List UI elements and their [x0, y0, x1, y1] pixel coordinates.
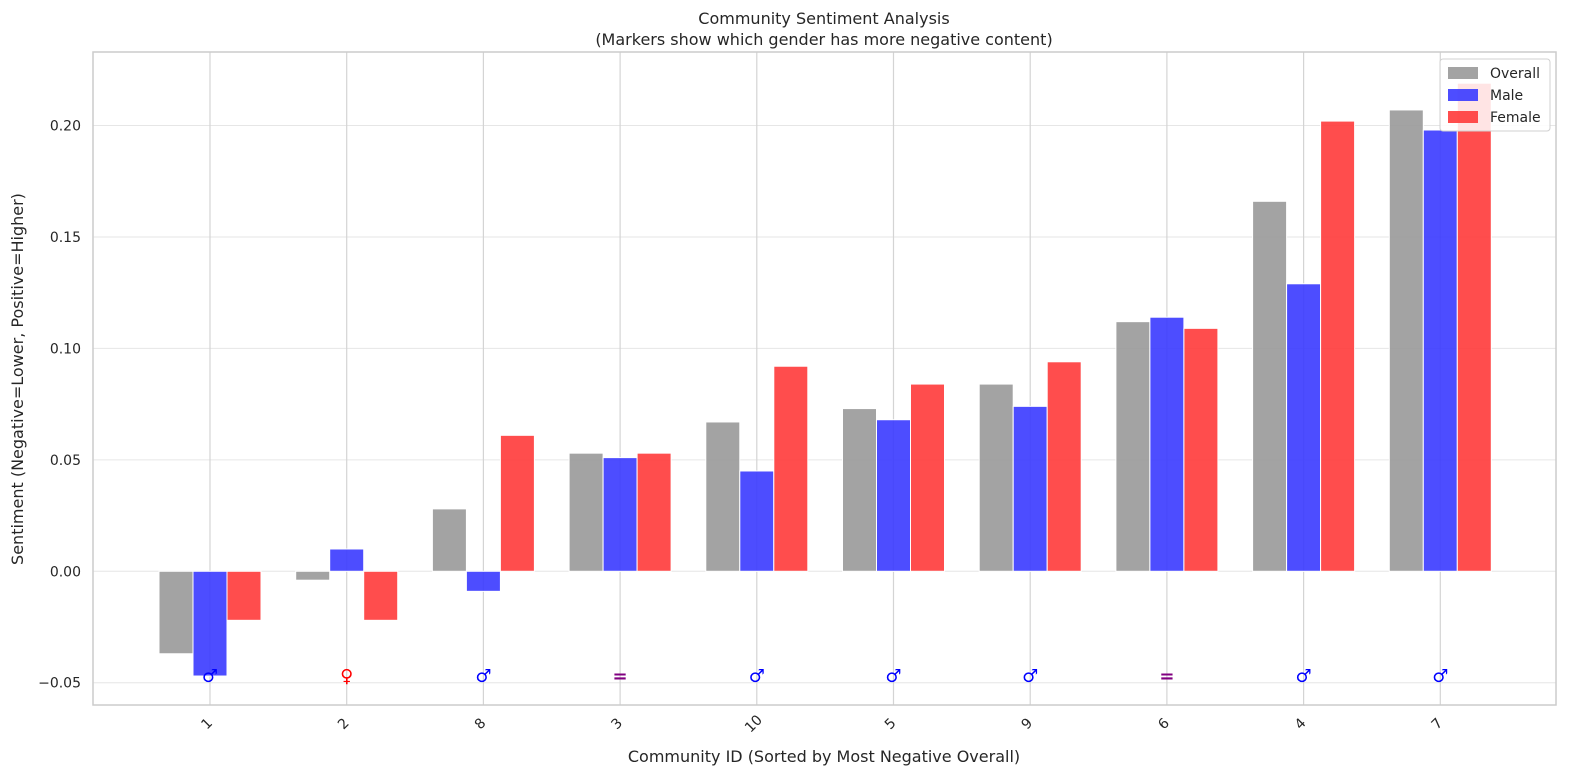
bar-male — [876, 419, 911, 572]
bar-male — [1149, 316, 1185, 572]
bar-overall — [1388, 109, 1424, 572]
x-tick-label: 3 — [608, 715, 626, 733]
markers-layer: ♂ ♀ ♂ = ♂ ♂ ♂ = ♂ ♂ — [202, 666, 1448, 687]
y-tick-label: 0.10 — [50, 341, 81, 357]
bar-overall — [295, 570, 331, 581]
legend-label-female: Female — [1490, 110, 1541, 126]
chart-title: Community Sentiment Analysis — [698, 9, 949, 28]
bar-female — [226, 570, 262, 621]
chart-subtitle: (Markers show which gender has more nega… — [595, 30, 1052, 49]
gender-marker: ♂ — [475, 666, 491, 687]
bar-male — [329, 548, 365, 572]
bar-male — [192, 570, 228, 677]
x-tick-label: 2 — [335, 715, 353, 733]
bar-male — [602, 457, 638, 572]
gender-marker: ♂ — [1432, 666, 1448, 687]
y-tick-label: 0.20 — [50, 119, 81, 135]
legend-swatch-female — [1448, 111, 1478, 123]
x-ticks-layer: 1 2 8 3 10 5 9 6 4 7 — [198, 712, 1446, 736]
bar-male — [1422, 129, 1458, 572]
bar-male — [465, 570, 501, 592]
bar-overall — [1252, 200, 1288, 572]
x-tick-label: 4 — [1292, 715, 1310, 733]
x-tick-label: 7 — [1429, 715, 1447, 733]
bar-female — [1183, 327, 1219, 572]
bar-female — [363, 570, 399, 621]
gender-marker: ♂ — [1296, 666, 1312, 687]
y-tick-label: 0.05 — [50, 453, 81, 469]
x-axis-label: Community ID (Sorted by Most Negative Ov… — [628, 747, 1020, 766]
gender-marker: = — [1159, 666, 1174, 687]
gender-marker: ♂ — [1022, 666, 1038, 687]
plot-frame — [92, 51, 1557, 706]
y-tick-label: 0.15 — [50, 230, 81, 246]
bar-male — [1286, 283, 1322, 572]
x-tick-label: 9 — [1019, 715, 1037, 733]
bar-overall — [568, 452, 604, 572]
bar-female — [636, 452, 672, 572]
bar-overall — [431, 508, 467, 572]
bar-female — [1320, 120, 1356, 572]
gender-marker: ♂ — [749, 666, 765, 687]
gender-marker: ♀ — [340, 666, 353, 687]
legend-swatch-male — [1448, 89, 1478, 101]
legend-label-male: Male — [1490, 88, 1523, 104]
bar-male — [1012, 405, 1048, 572]
gender-marker: ♂ — [202, 666, 218, 687]
y-axis-label: Sentiment (Negative=Lower, Positive=High… — [8, 193, 27, 565]
bar-female — [910, 383, 945, 572]
x-tick-label: 5 — [882, 715, 900, 733]
bar-male — [739, 470, 775, 572]
legend-label-overall: Overall — [1490, 66, 1540, 82]
x-tick-label: 1 — [198, 715, 216, 733]
bars-layer — [158, 82, 1492, 677]
bar-female — [773, 365, 809, 572]
bar-overall — [705, 421, 741, 572]
y-ticks-layer: −0.05 0.00 0.05 0.10 0.15 0.20 — [38, 119, 81, 692]
x-tick-label: 6 — [1155, 715, 1173, 733]
bar-overall — [1115, 321, 1151, 572]
bar-overall — [158, 570, 194, 655]
bar-female — [1046, 361, 1082, 572]
gender-marker: ♂ — [885, 666, 901, 687]
y-tick-label: 0.00 — [50, 564, 81, 580]
legend-swatch-overall — [1448, 67, 1478, 79]
bar-overall — [978, 383, 1014, 572]
y-tick-label: −0.05 — [38, 676, 81, 692]
x-tick-label: 10 — [742, 712, 766, 736]
bar-female — [499, 434, 535, 572]
gender-marker: = — [613, 666, 628, 687]
bar-overall — [842, 408, 877, 572]
x-tick-label: 8 — [472, 715, 490, 733]
legend: Overall Male Female — [1439, 58, 1551, 132]
bar-female — [1456, 82, 1492, 572]
